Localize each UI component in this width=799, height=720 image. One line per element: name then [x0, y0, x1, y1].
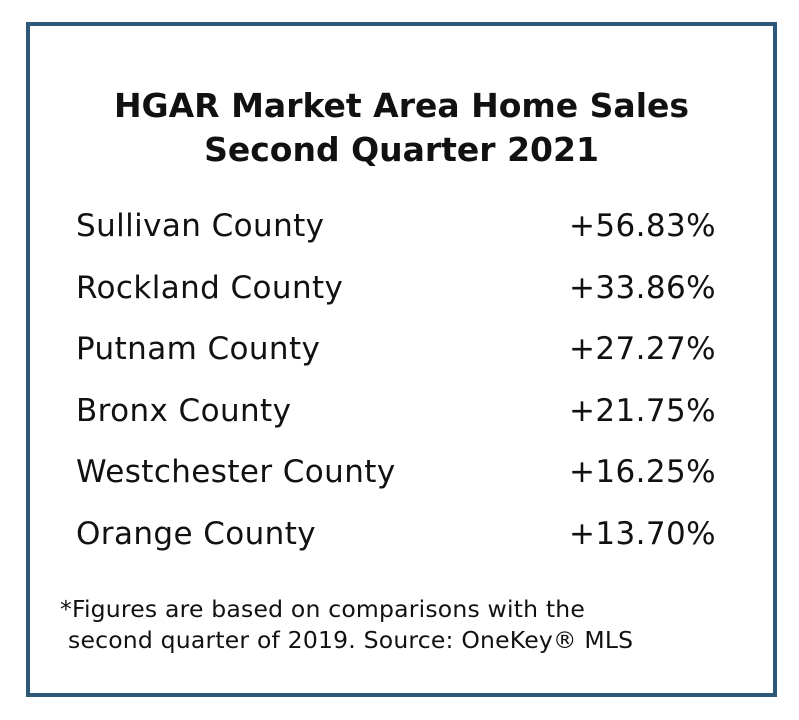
county-name: Orange County	[76, 515, 317, 552]
county-name: Sullivan County	[76, 208, 325, 244]
county-row-bronx: Bronx County +21.75%	[76, 391, 716, 453]
county-change: +21.75%	[569, 392, 716, 429]
info-card: HGAR Market Area Home Sales Second Quart…	[26, 22, 777, 697]
footnote-line-1: *Figures are based on comparisons with t…	[60, 595, 586, 623]
county-change: +56.83%	[569, 208, 716, 244]
title-line-2: Second Quarter 2021	[204, 130, 599, 169]
county-change: +13.70%	[569, 515, 716, 552]
county-change: +27.27%	[569, 331, 716, 368]
county-row-sullivan: Sullivan County +56.83%	[76, 206, 716, 268]
county-list: Sullivan County +56.83% Rockland County …	[76, 206, 716, 576]
county-row-westchester: Westchester County +16.25%	[76, 452, 716, 514]
county-row-putnam: Putnam County +27.27%	[76, 329, 716, 391]
footnote-line-2: second quarter of 2019. Source: OneKey® …	[68, 626, 634, 654]
county-change: +33.86%	[569, 269, 716, 306]
county-name: Bronx County	[76, 392, 292, 429]
county-change: +16.25%	[569, 454, 716, 491]
title-line-1: HGAR Market Area Home Sales	[113, 86, 690, 125]
footnote: *Figures are based on comparisons with t…	[60, 594, 760, 656]
county-name: Putnam County	[76, 331, 321, 368]
county-row-rockland: Rockland County +33.86%	[76, 268, 716, 330]
county-row-orange: Orange County +13.70%	[76, 514, 716, 576]
county-name: Rockland County	[76, 269, 344, 306]
county-name: Westchester County	[76, 454, 396, 491]
